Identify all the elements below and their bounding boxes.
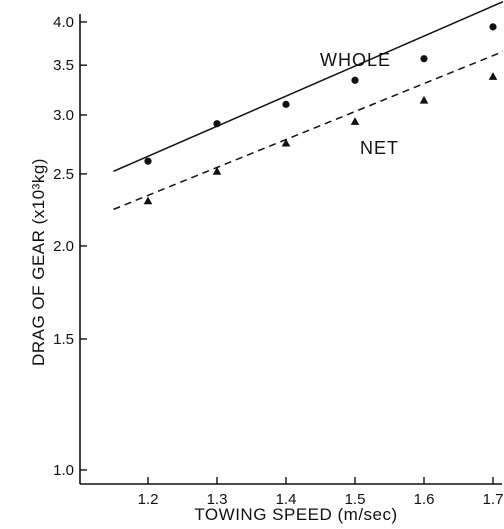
data-point-whole [213,120,221,128]
fit-lines [113,0,504,211]
series-label-whole: WHOLE [320,50,391,70]
x-tick-label: 1.3 [207,491,228,508]
data-point-whole [420,55,428,63]
y-ticks: 1.01.52.02.53.03.54.04.5 [53,14,87,479]
y-tick-label: 2.5 [53,166,74,183]
data-point-net [419,95,429,104]
x-tick-label: 1.7 [483,491,504,508]
data-point-whole [351,76,359,84]
data-point-net [350,117,360,125]
x-axis-label: TOWING SPEED (m/sec) [194,505,397,524]
x-tick-label: 1.4 [276,491,297,508]
x-tick-label: 1.2 [138,491,159,508]
y-tick-label: 1.5 [53,331,74,348]
y-tick-label: 2.0 [53,238,74,255]
data-point-net [488,72,498,80]
data-point-whole [144,157,152,165]
series-label-net: NET [360,138,399,158]
y-tick-label: 4.0 [53,14,74,31]
y-tick-label: 1.0 [53,462,74,479]
data-point-whole [282,100,290,108]
x-tick-label: 1.5 [345,491,366,508]
x-ticks: 1.21.31.41.51.61.71.8 [138,477,504,508]
y-tick-label: 3.5 [53,57,74,74]
series-line-net [113,50,504,211]
data-point-net [212,167,222,175]
y-tick-label: 3.0 [53,107,74,124]
data-point-net [281,138,291,147]
series-labels: WHOLE NET [320,50,399,158]
y-axis-label: DRAG OF GEAR (x10³kg) [29,158,48,366]
x-tick-label: 1.6 [414,491,435,508]
data-markers [143,23,498,205]
series-line-whole [113,0,504,173]
data-point-net [143,196,153,205]
axes [79,14,502,485]
data-point-whole [489,23,497,31]
